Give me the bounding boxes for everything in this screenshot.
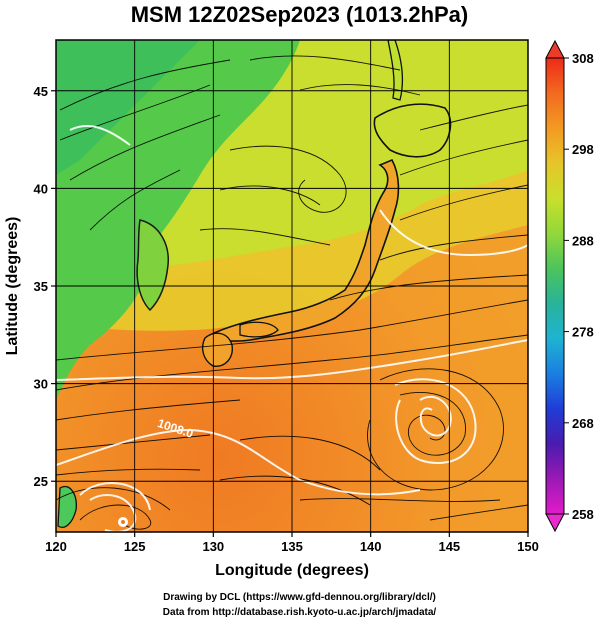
streamlines xyxy=(56,55,528,530)
credit-data: Data from http://database.rish.kyoto-u.a… xyxy=(162,607,437,618)
korean-peninsula xyxy=(136,219,169,312)
colorbar-tick-label: 268 xyxy=(572,416,594,431)
x-tick-label: 140 xyxy=(360,539,382,554)
x-axis-ticks: 120 125 130 135 140 145 150 xyxy=(45,532,539,554)
credits: Drawing by DCL (https://www.gfd-dennou.o… xyxy=(0,590,599,620)
y-tick-label: 35 xyxy=(34,279,48,294)
colorbar-tick-label: 278 xyxy=(572,325,594,340)
x-axis-label: Longitude (degrees) xyxy=(215,562,369,579)
x-tick-label: 135 xyxy=(281,539,303,554)
colorbar-top-arrow xyxy=(545,39,565,59)
cold-land xyxy=(56,40,200,175)
isobars xyxy=(56,125,528,532)
honshu-island xyxy=(208,158,400,342)
y-axis-ticks: 25 30 35 40 45 xyxy=(34,84,56,489)
y-tick-label: 40 xyxy=(34,181,48,196)
x-tick-label: 145 xyxy=(438,539,460,554)
kyushu-island xyxy=(201,332,233,367)
y-tick-label: 25 xyxy=(34,474,48,489)
shikoku-island xyxy=(239,321,279,338)
credit-drawing: Drawing by DCL (https://www.gfd-dennou.o… xyxy=(163,592,436,603)
colorbar-tick-label: 288 xyxy=(572,233,594,248)
x-tick-label: 150 xyxy=(517,539,539,554)
x-tick-label: 130 xyxy=(202,539,224,554)
x-tick-label: 120 xyxy=(45,539,67,554)
map-title: MSM 12Z02Sep2023 (1013.2hPa) xyxy=(130,2,469,27)
colorbar-tick-label: 258 xyxy=(572,507,594,522)
colorbar-tick-label: 308 xyxy=(572,51,594,66)
colorbar-tick-label: 298 xyxy=(572,142,594,157)
hokkaido-island xyxy=(373,103,452,158)
y-axis-label: Latitude (degrees) xyxy=(4,217,21,356)
typhoon-eye xyxy=(121,520,125,524)
continent-land xyxy=(56,40,300,400)
x-tick-label: 125 xyxy=(124,539,146,554)
y-tick-label: 45 xyxy=(34,84,48,99)
colorbar-scale xyxy=(545,57,565,515)
colorbar: 308 298 288 278 268 258 xyxy=(545,39,594,533)
y-tick-label: 30 xyxy=(34,377,48,392)
colorbar-bottom-arrow xyxy=(545,513,565,533)
sakhalin-island xyxy=(387,40,404,101)
